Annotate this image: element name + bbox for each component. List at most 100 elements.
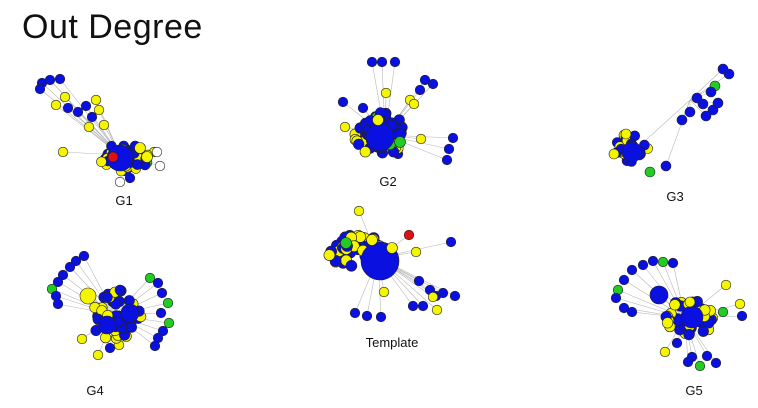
g5-node-yellow (734, 298, 746, 310)
g5-node-yellow (669, 299, 681, 311)
template-node-yellow (410, 246, 422, 258)
g3-node-blue (660, 160, 672, 172)
g1-node-yellow (59, 91, 71, 103)
g5-node-blue (626, 264, 638, 276)
g1-node-yellow (50, 99, 62, 111)
g1-node-red (107, 151, 119, 163)
g1-node-yellow (96, 156, 107, 168)
g1-node-blue (34, 83, 46, 95)
g4-node-blue (149, 340, 161, 352)
g1-node-blue (80, 100, 92, 112)
g1-node-blue (132, 159, 143, 170)
g5-node-yellow (720, 279, 732, 291)
g4-node-blue (101, 291, 113, 303)
g3-node-blue (700, 110, 712, 122)
g4-node-blue (152, 277, 164, 289)
g2-node-blue (447, 132, 459, 144)
graph-label-g3: G3 (666, 189, 683, 204)
template-node-red (403, 229, 415, 241)
g1-node-yellow (98, 119, 110, 131)
g1-node-yellow (83, 121, 95, 133)
g5-node-blue (667, 257, 679, 269)
g5-node-blue (701, 350, 713, 362)
g5-node-blue (647, 255, 659, 267)
g5-node-blue (683, 329, 695, 341)
g2-node-blue (376, 56, 388, 68)
g2-node-blue (353, 138, 365, 150)
g2-node-blue (357, 102, 369, 114)
g5-node-blue (637, 259, 649, 271)
g4-node-green (162, 297, 174, 309)
g4-node-blue (157, 325, 169, 337)
g1-node-blue (72, 106, 84, 118)
g5-node-yellow (661, 317, 674, 329)
template-node-blue (417, 300, 429, 312)
g2-node-blue (365, 122, 395, 152)
g1-node-yellow (90, 94, 102, 106)
template-node-blue (413, 275, 425, 287)
template-node-blue (407, 300, 419, 312)
template-node-blue (349, 307, 361, 319)
g5-node-green (694, 360, 706, 372)
g2-node-yellow (359, 146, 371, 158)
template-node-blue (445, 236, 457, 248)
g4-node-green (163, 317, 175, 329)
graph-label-g4: G4 (86, 383, 103, 398)
g1-node-white (154, 160, 166, 172)
g5-node-blue (610, 292, 622, 304)
g5-node-blue (626, 306, 638, 318)
template-node-yellow (353, 205, 365, 217)
template-node-yellow (323, 249, 336, 261)
g2-node-blue (414, 84, 426, 96)
g3-node-green (644, 166, 656, 178)
page-title: Out Degree (22, 8, 203, 46)
template-node-yellow (366, 234, 378, 246)
g5-node-green (657, 256, 669, 268)
g1-node-blue (44, 74, 56, 86)
g3-node-yellow (608, 148, 620, 160)
g4-node-green (144, 272, 156, 284)
g4-node-blue (78, 250, 90, 262)
edges-layer (39, 61, 743, 367)
template-node-yellow (427, 291, 439, 303)
g3-node-blue (621, 141, 643, 163)
g2-node-blue (389, 56, 401, 68)
g2-node-blue (366, 56, 378, 68)
template-node-blue (437, 287, 449, 299)
g4-node-blue (156, 287, 168, 299)
g4-node-blue (52, 298, 64, 310)
template-node-blue (449, 290, 461, 302)
g4-edge (75, 260, 116, 316)
g5-node-yellow (684, 296, 696, 308)
g1-node-yellow (134, 142, 146, 154)
g5-node-blue (618, 274, 630, 286)
g4-node-blue (114, 284, 126, 296)
g2-node-blue (427, 78, 439, 90)
g4-node-blue (97, 315, 117, 335)
g5-node-blue (618, 302, 630, 314)
template-node-green (340, 237, 352, 249)
template-node-blue (361, 310, 373, 322)
g2-node-blue (337, 96, 349, 108)
g1-node-white (151, 146, 163, 158)
nodes-layer (34, 56, 748, 372)
g1-node-blue (62, 102, 74, 114)
g2-node-blue (443, 143, 455, 155)
g5-node-blue (736, 310, 748, 322)
g2-node-yellow (372, 114, 384, 126)
graph-label-template: Template (366, 335, 419, 350)
g2-node-yellow (415, 133, 427, 145)
g4-node-blue (57, 269, 69, 281)
template-node-yellow (386, 242, 398, 254)
template-node-blue (345, 259, 358, 272)
g2-node-blue (419, 74, 431, 86)
g1-node-yellow (141, 151, 153, 163)
g5-node-green (717, 306, 729, 318)
g2-node-blue (441, 154, 453, 166)
g1-node-blue (106, 144, 134, 172)
g3-node-blue (697, 98, 709, 110)
g5-node-blue (671, 337, 683, 349)
g5-node-blue (710, 357, 722, 369)
g3-node-yellow (620, 128, 632, 140)
